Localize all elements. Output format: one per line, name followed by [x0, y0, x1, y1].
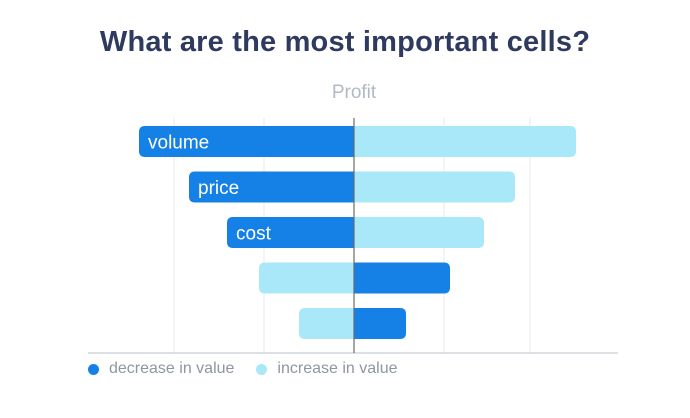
bar-left-1 — [189, 171, 354, 203]
bar-right-3 — [354, 262, 450, 294]
legend-dot-decrease — [88, 363, 99, 375]
bar-right-1 — [354, 171, 515, 203]
chart-subtitle: Profit — [331, 82, 377, 103]
bar-left-2 — [227, 217, 354, 248]
bar-left-4 — [299, 308, 354, 339]
bar-right-2 — [354, 217, 484, 248]
legend-item-increase: increase in value — [256, 360, 398, 378]
legend-label-increase: increase in value — [277, 360, 398, 377]
chart-title: What are the most important cells? — [99, 26, 591, 58]
legend-item-decrease: decrease in value — [88, 360, 234, 378]
bar-right-4 — [354, 308, 406, 339]
legend-label-decrease: decrease in value — [109, 360, 235, 377]
legend-dot-increase — [256, 363, 268, 375]
bar-right-0 — [354, 126, 576, 157]
bar-left-0 — [139, 126, 354, 157]
category-label-1: price — [198, 178, 239, 199]
legend: decrease in value increase in value — [88, 360, 420, 378]
category-label-0: volume — [148, 133, 209, 154]
bar-left-3 — [259, 262, 354, 294]
category-label-2: cost — [236, 224, 272, 245]
